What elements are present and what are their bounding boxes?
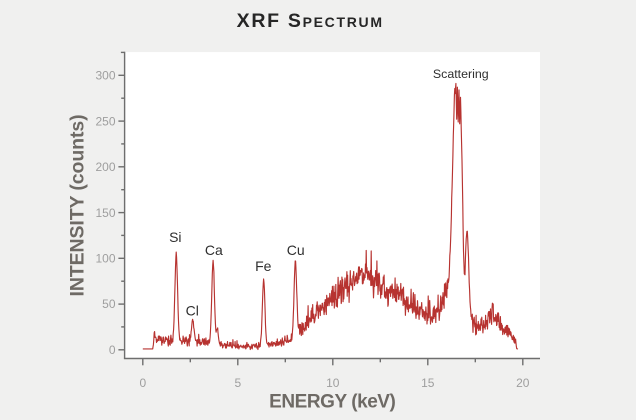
svg-text:Ca: Ca [205, 242, 223, 258]
svg-text:250: 250 [95, 114, 115, 128]
svg-text:0: 0 [139, 376, 146, 390]
svg-text:20: 20 [516, 376, 530, 390]
svg-text:50: 50 [102, 297, 116, 311]
svg-text:Scattering: Scattering [433, 67, 489, 81]
svg-text:XRF Spectrum: XRF Spectrum [237, 10, 384, 32]
svg-text:Si: Si [169, 229, 181, 245]
svg-text:Cu: Cu [287, 242, 305, 258]
svg-text:10: 10 [326, 376, 340, 390]
svg-text:200: 200 [95, 160, 115, 174]
svg-text:Fe: Fe [255, 258, 272, 274]
svg-text:15: 15 [421, 376, 435, 390]
svg-text:Cl: Cl [186, 302, 199, 318]
svg-text:150: 150 [95, 206, 115, 220]
svg-text:100: 100 [95, 252, 115, 266]
svg-text:ENERGY (keV): ENERGY (keV) [269, 391, 395, 412]
svg-text:5: 5 [234, 376, 241, 390]
svg-text:0: 0 [109, 343, 116, 357]
svg-text:300: 300 [95, 69, 115, 83]
svg-text:INTENSITY (counts): INTENSITY (counts) [67, 114, 89, 296]
